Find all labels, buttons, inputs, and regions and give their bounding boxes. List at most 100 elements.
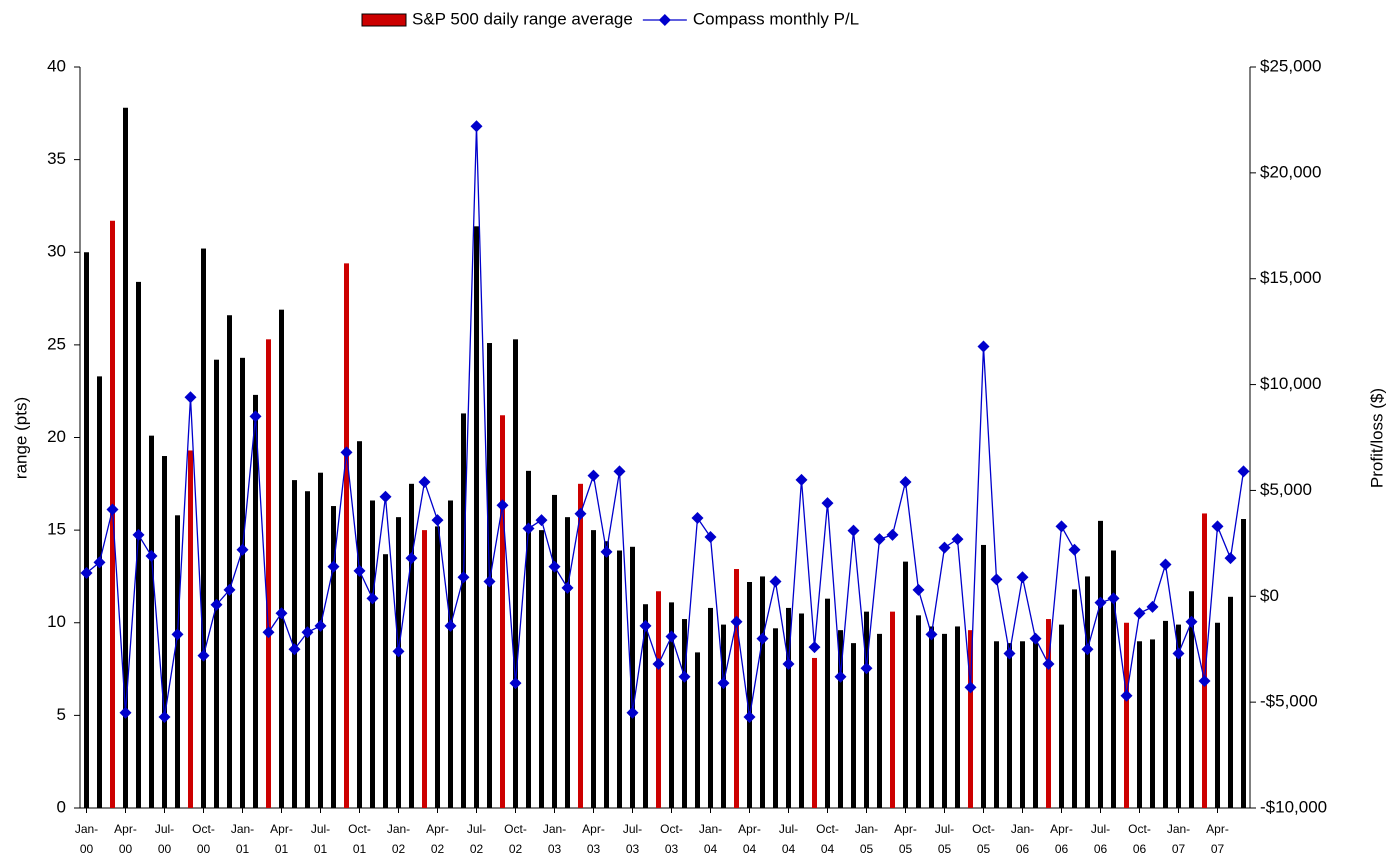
bar: [942, 633, 947, 808]
marker: [730, 615, 743, 628]
marker: [834, 670, 847, 683]
x-tick-label: Jan-01: [231, 822, 254, 856]
x-tick-label: Apr-00: [114, 822, 137, 856]
marker: [925, 628, 938, 641]
x-tick-label: Oct-05: [972, 822, 995, 856]
x-tick-label: Jul-06: [1091, 822, 1110, 856]
bar: [188, 450, 193, 808]
y-tick-label: 30: [47, 242, 66, 261]
marker: [548, 560, 561, 573]
bar: [695, 652, 700, 808]
marker: [444, 619, 457, 632]
bar: [812, 657, 817, 808]
x-tick-label: Oct-01: [348, 822, 371, 856]
y2-tick-label: -$10,000: [1260, 797, 1327, 816]
marker: [379, 490, 392, 503]
marker: [1016, 571, 1029, 584]
marker: [106, 503, 119, 516]
marker: [1120, 689, 1133, 702]
x-tick-label: Jul-03: [623, 822, 642, 856]
marker: [353, 564, 366, 577]
bar: [253, 394, 258, 808]
marker: [951, 533, 964, 546]
y-tick-label: 15: [47, 520, 66, 539]
bar: [513, 339, 518, 808]
bar: [227, 315, 232, 808]
marker: [171, 628, 184, 641]
bar: [383, 554, 388, 808]
bar: [526, 470, 531, 808]
x-tick-label: Apr-02: [426, 822, 449, 856]
bar: [214, 359, 219, 808]
bar: [1007, 643, 1012, 808]
marker: [184, 391, 197, 404]
marker: [691, 511, 704, 524]
marker: [639, 619, 652, 632]
marker: [743, 710, 756, 723]
bar: [1241, 519, 1246, 808]
marker: [1055, 520, 1068, 533]
y2-tick-label: $15,000: [1260, 268, 1321, 287]
marker: [301, 626, 314, 639]
marker: [522, 522, 535, 535]
marker: [470, 120, 483, 133]
y-axis-label: range (pts): [11, 397, 30, 479]
marker: [509, 677, 522, 690]
bar: [123, 107, 128, 808]
y2-tick-label: $20,000: [1260, 162, 1321, 181]
bar: [1020, 641, 1025, 808]
bar: [1033, 639, 1038, 808]
bar: [630, 546, 635, 808]
bar: [1059, 624, 1064, 808]
bar: [656, 591, 661, 808]
bar: [916, 615, 921, 808]
bar: [539, 530, 544, 808]
marker: [574, 507, 587, 520]
marker: [600, 545, 613, 558]
marker: [1094, 596, 1107, 609]
bar: [877, 633, 882, 808]
bar: [864, 611, 869, 808]
x-tick-label: Jul-00: [155, 822, 174, 856]
marker: [847, 524, 860, 537]
bar: [799, 613, 804, 808]
marker: [652, 658, 665, 671]
marker: [665, 630, 678, 643]
bar: [500, 415, 505, 808]
bar: [929, 626, 934, 808]
bar: [968, 630, 973, 808]
marker: [236, 543, 249, 556]
bar: [578, 483, 583, 808]
bar: [565, 517, 570, 808]
marker: [1133, 607, 1146, 620]
marker: [1211, 520, 1224, 533]
marker: [938, 541, 951, 554]
bar: [318, 472, 323, 808]
x-tick-label: Apr-01: [270, 822, 293, 856]
bar: [1163, 620, 1168, 808]
marker: [275, 607, 288, 620]
y2-tick-label: $10,000: [1260, 374, 1321, 393]
bar: [149, 435, 154, 808]
x-tick-label: Oct-03: [660, 822, 683, 856]
bar: [1072, 589, 1077, 808]
bar: [604, 541, 609, 808]
marker: [795, 473, 808, 486]
bar: [175, 515, 180, 808]
marker: [782, 658, 795, 671]
bar: [708, 607, 713, 808]
x-tick-label: Oct-04: [816, 822, 839, 856]
y2-tick-label: $5,000: [1260, 480, 1312, 499]
bar: [734, 569, 739, 808]
bar: [201, 248, 206, 809]
x-tick-label: Oct-00: [192, 822, 215, 856]
bar: [890, 611, 895, 808]
marker: [249, 410, 262, 423]
y2-tick-label: $0: [1260, 586, 1279, 605]
bar: [331, 506, 336, 808]
marker: [821, 497, 834, 510]
legend-swatch: [361, 13, 407, 27]
bar: [305, 491, 310, 808]
bar: [1189, 591, 1194, 808]
bar: [370, 500, 375, 808]
